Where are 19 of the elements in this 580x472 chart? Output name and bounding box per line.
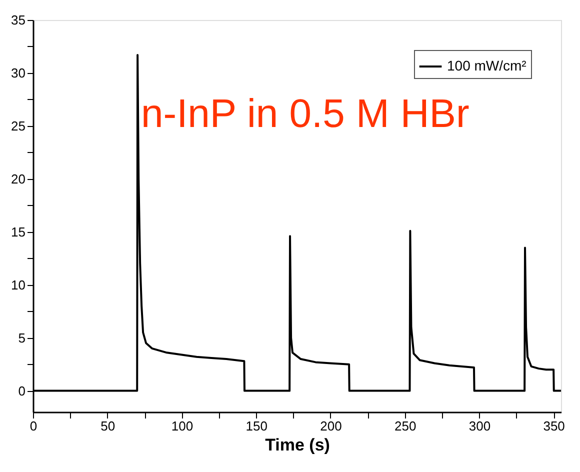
y-tick-label: 25 (11, 118, 26, 134)
x-tick-label: 350 (543, 418, 565, 434)
x-tick-label: 150 (246, 418, 268, 434)
x-tick-label: 100 (171, 418, 194, 434)
x-axis-title: Time (s) (265, 436, 330, 454)
legend-label: 100 mW/cm² (447, 58, 527, 74)
y-tick-label: 10 (11, 277, 26, 292)
y-tick-label: 0 (18, 383, 26, 398)
x-tick-label: 200 (320, 418, 342, 434)
x-tick-label: 300 (468, 418, 491, 434)
x-tick-label: 0 (30, 418, 38, 434)
x-tick-label: 250 (394, 418, 416, 434)
y-tick-label: 35 (11, 12, 26, 28)
y-tick-label: 5 (18, 330, 26, 346)
y-tick-label: 20 (11, 171, 26, 186)
x-tick-label: 50 (100, 418, 116, 434)
y-tick-label: 15 (11, 224, 26, 240)
annotation: n-InP in 0.5 M HBr (141, 92, 470, 136)
y-tick-label: 30 (11, 65, 26, 80)
